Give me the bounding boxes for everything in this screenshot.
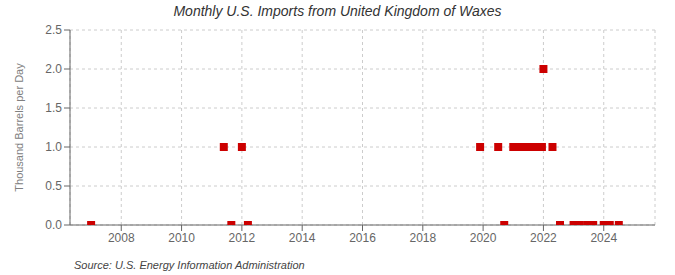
svg-text:2014: 2014 xyxy=(289,231,316,245)
svg-text:2.0: 2.0 xyxy=(45,62,62,76)
html-text:Source: U.S. Energy Informatio: Source: U.S. Energy Information Administ… xyxy=(74,259,305,271)
svg-text:2.5: 2.5 xyxy=(45,23,62,37)
svg-text:2018: 2018 xyxy=(409,231,436,245)
svg-text:2008: 2008 xyxy=(108,231,135,245)
svg-text:2012: 2012 xyxy=(229,231,256,245)
svg-text:1.5: 1.5 xyxy=(45,101,62,115)
svg-text:2024: 2024 xyxy=(590,231,617,245)
html-text:Monthly U.S. Imports from Unit: Monthly U.S. Imports from United Kingdom… xyxy=(173,3,502,19)
svg-text:2020: 2020 xyxy=(470,231,497,245)
svg-text:0.5: 0.5 xyxy=(45,179,62,193)
svg-text:1.0: 1.0 xyxy=(45,140,62,154)
svg-text:2010: 2010 xyxy=(168,231,195,245)
svg-text:2016: 2016 xyxy=(349,231,376,245)
svg-text:2022: 2022 xyxy=(530,231,557,245)
svg-text:0.0: 0.0 xyxy=(45,218,62,232)
svg-text:Thousand Barrels per Day: Thousand Barrels per Day xyxy=(13,63,25,192)
